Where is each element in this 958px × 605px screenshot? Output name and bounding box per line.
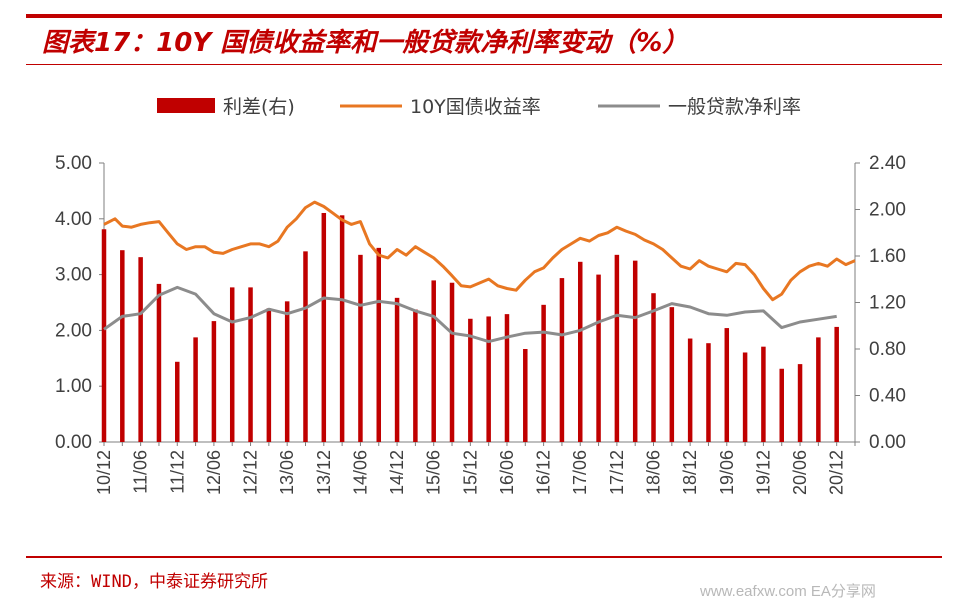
spread-bar (669, 307, 675, 442)
spread-bar (229, 287, 235, 442)
source-note: 来源：WIND，中泰证券研究所 (40, 572, 268, 592)
right-tick-label: 0.80 (869, 339, 906, 360)
x-tick-label: 18/06 (644, 450, 664, 495)
chart-area: 0.00 1.00 2.00 3.00 4.00 5.00 0.00 0.40 0.80 1.20… (55, 96, 906, 495)
spread-bar (303, 251, 308, 442)
x-tick-label: 20/12 (827, 450, 847, 495)
spread-bar (449, 282, 455, 442)
right-tick-label: 0.40 (869, 386, 906, 407)
spread-bar (321, 212, 327, 442)
legend-yield-label: 10Y国债收益率 (410, 96, 541, 118)
spread-bar (559, 278, 565, 442)
spread-bar (156, 283, 162, 442)
spread-bar (504, 314, 510, 442)
title-bottom-rule (26, 64, 942, 65)
x-tick-label: 13/12 (314, 450, 334, 495)
x-tick-label: 11/12 (167, 450, 187, 494)
spread-bar (120, 250, 125, 442)
source-rule (26, 556, 942, 558)
spread-bar (651, 293, 656, 442)
x-tick-label: 19/06 (717, 450, 737, 495)
spread-bar (687, 338, 693, 442)
x-tick-label: 18/12 (680, 450, 700, 495)
legend-bar-label: 利差(右) (223, 96, 295, 118)
left-tick-label: 3.00 (55, 265, 92, 286)
x-tick-label: 17/12 (607, 450, 627, 495)
right-tick-label: 2.00 (869, 200, 906, 221)
spread-bar (358, 254, 363, 442)
spread-bar (834, 326, 839, 442)
spread-bar (632, 260, 638, 442)
x-tick-label: 15/12 (460, 450, 480, 495)
x-tick-label: 16/12 (534, 450, 554, 495)
spread-bar (394, 297, 400, 442)
spread-bar (523, 349, 528, 442)
left-tick-label: 1.00 (55, 376, 92, 397)
left-tick-label: 0.00 (55, 432, 92, 453)
x-tick-label: 13/06 (277, 450, 297, 495)
title-top-rule (26, 14, 942, 18)
spread-bar (577, 261, 583, 442)
spread-bar (266, 308, 272, 442)
left-tick-label: 4.00 (55, 209, 92, 230)
right-tick-label: 1.20 (869, 293, 906, 314)
spread-bar (413, 309, 418, 442)
spread-bar (284, 301, 290, 442)
spread-bar (797, 364, 803, 442)
spread-bar (614, 254, 620, 442)
left-tick-label: 5.00 (55, 153, 92, 174)
right-tick-label: 2.40 (869, 153, 906, 174)
x-tick-label: 16/06 (497, 450, 517, 495)
yield-line (103, 200, 856, 302)
spread-bar (724, 328, 730, 442)
x-tick-label: 11/06 (131, 450, 151, 494)
right-tick-label: 1.60 (869, 246, 906, 267)
spread-bar (816, 337, 821, 442)
spread-bar (175, 361, 180, 442)
x-tick-label: 14/06 (350, 450, 370, 495)
loan-rate-line (103, 285, 837, 344)
x-tick-label: 15/06 (424, 450, 444, 495)
chart-title: 图表17：10Y 国债收益率和一般贷款净利率变动（%） (42, 28, 689, 58)
legend-loan-label: 一般贷款净利率 (668, 96, 801, 118)
spread-bar (742, 352, 748, 442)
x-tick-label: 17/06 (570, 450, 590, 495)
x-tick-label: 19/12 (753, 450, 773, 495)
spread-bar (101, 229, 107, 442)
spread-bar (376, 247, 382, 442)
x-tick-label: 20/06 (790, 450, 810, 495)
spread-bar (248, 287, 253, 442)
spread-bar (596, 274, 601, 442)
watermark: www.eafxw.com EA分享网 (700, 583, 876, 600)
spread-bar (431, 280, 436, 442)
spread-bar (211, 321, 217, 442)
x-tick-label: 10/12 (94, 450, 114, 495)
spread-bar (541, 304, 546, 442)
spread-bar (706, 343, 711, 442)
spread-bar (486, 316, 491, 442)
x-tick-label: 12/06 (204, 450, 224, 495)
spread-bar (138, 257, 143, 442)
spread-bar (339, 215, 345, 442)
spread-bar (761, 346, 766, 442)
x-tick-label: 12/12 (241, 450, 261, 495)
legend-bar-swatch (157, 98, 215, 113)
right-tick-label: 0.00 (869, 432, 906, 453)
spread-bar (468, 318, 473, 442)
spread-bar (193, 337, 198, 442)
left-tick-label: 2.00 (55, 320, 92, 341)
spread-bar (779, 368, 784, 442)
x-tick-label: 14/12 (387, 450, 407, 495)
